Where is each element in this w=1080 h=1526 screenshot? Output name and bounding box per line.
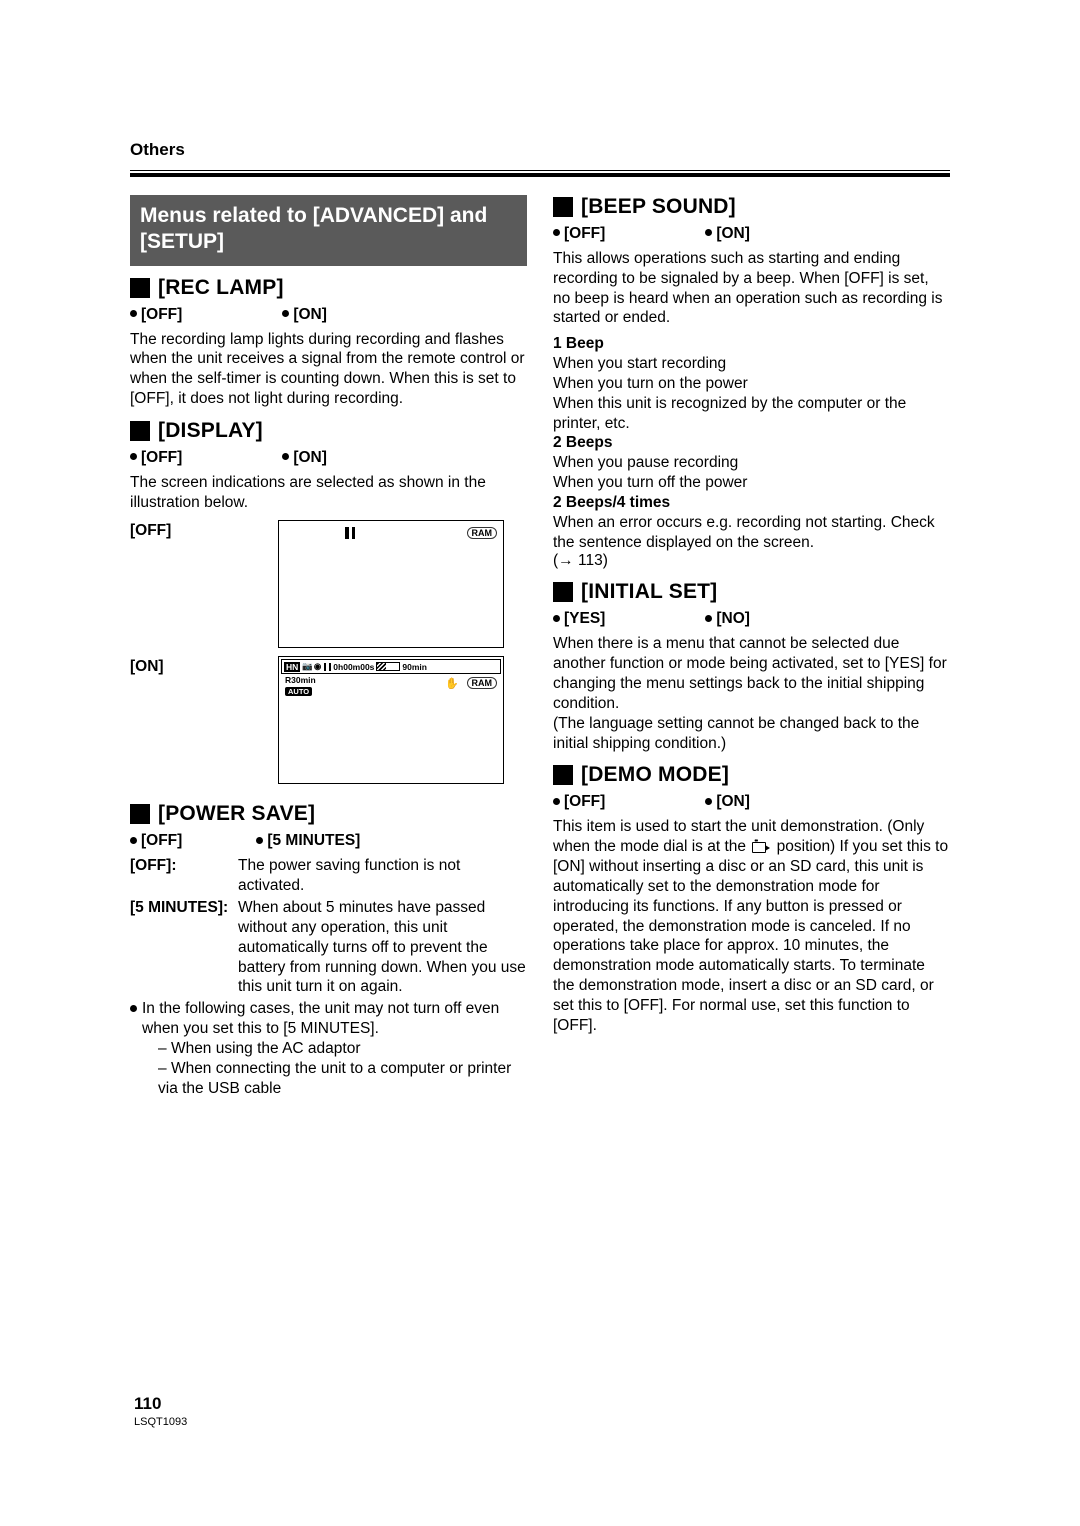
time-indicator: 0h00m00s xyxy=(333,662,374,672)
chapter-label: Others xyxy=(130,140,950,160)
r30-indicator: R30min xyxy=(285,675,316,685)
option-no: [NO] xyxy=(705,610,750,628)
beep-1b: When you turn on the power xyxy=(553,374,950,394)
beep-options: [OFF] [ON] xyxy=(553,225,950,243)
square-bullet-icon xyxy=(553,765,573,785)
horizontal-rule xyxy=(130,170,950,177)
page-number: 110 xyxy=(134,1394,187,1414)
beep-1a: When you start recording xyxy=(553,354,950,374)
ps-note-1: When using the AC adaptor xyxy=(158,1039,527,1059)
ps-note-2: When connecting the unit to a computer o… xyxy=(158,1059,527,1099)
power-save-label: [POWER SAVE] xyxy=(158,802,315,826)
steady-icon: ✋ xyxy=(445,677,459,690)
square-bullet-icon xyxy=(553,197,573,217)
ram-badge-icon: RAM xyxy=(467,677,498,689)
rec-lamp-heading: [REC LAMP] xyxy=(130,276,527,300)
square-bullet-icon xyxy=(130,278,150,298)
option-off: [OFF] xyxy=(130,449,182,467)
demo-body: This item is used to start the unit demo… xyxy=(553,817,950,1035)
remaining-indicator: 90min xyxy=(402,662,427,672)
square-bullet-icon xyxy=(553,582,573,602)
ps-key-off: [OFF]: xyxy=(130,856,238,896)
option-off: [OFF] xyxy=(553,225,605,243)
ps-val-5min: When about 5 minutes have passed without… xyxy=(238,898,527,997)
beep-heading: [BEEP SOUND] xyxy=(553,195,950,219)
option-off: [OFF] xyxy=(553,793,605,811)
demo-body-b: position) If you set this to [ON] withou… xyxy=(553,838,948,1033)
initial-heading: [INITIAL SET] xyxy=(553,580,950,604)
option-on: [ON] xyxy=(282,449,327,467)
display-off-screen: RAM xyxy=(278,520,504,648)
option-on: [ON] xyxy=(705,225,750,243)
initial-p2: (The language setting cannot be changed … xyxy=(553,714,950,754)
hn-indicator-icon: HN xyxy=(284,662,300,672)
beep-1-head: 1 Beep xyxy=(553,334,950,354)
beep-2a: When you pause recording xyxy=(553,453,950,473)
power-save-notes: In the following cases, the unit may not… xyxy=(130,999,527,1098)
beep-3-head: 2 Beeps/4 times xyxy=(553,493,950,513)
demo-label: [DEMO MODE] xyxy=(581,763,729,787)
title-box: Menus related to [ADVANCED] and [SETUP] xyxy=(130,195,527,266)
display-on-screen: HN 📷 ◉ 0h00m00s 90min R30min AUTO ✋ RAM xyxy=(278,656,504,784)
option-off: [OFF] xyxy=(130,306,182,324)
on-screen-top-bar: HN 📷 ◉ 0h00m00s 90min xyxy=(281,659,501,674)
option-on: [ON] xyxy=(282,306,327,324)
display-off-label: [OFF] xyxy=(130,520,204,540)
ps-val-off: The power saving function is not activat… xyxy=(238,856,527,896)
beep-2-head: 2 Beeps xyxy=(553,433,950,453)
power-save-table: [OFF]: The power saving function is not … xyxy=(130,856,527,997)
right-column: [BEEP SOUND] [OFF] [ON] This allows oper… xyxy=(553,195,950,1098)
left-column: Menus related to [ADVANCED] and [SETUP] … xyxy=(130,195,527,1098)
beep-3a: When an error occurs e.g. recording not … xyxy=(553,513,950,553)
display-intro: The screen indications are selected as s… xyxy=(130,473,527,513)
rec-lamp-label: [REC LAMP] xyxy=(158,276,284,300)
ps-key-5min: [5 MINUTES]: xyxy=(130,898,238,997)
beep-ref-page: 113 xyxy=(578,552,603,569)
option-on: [ON] xyxy=(705,793,750,811)
option-yes: [YES] xyxy=(553,610,605,628)
page-footer: 110 LSQT1093 xyxy=(134,1394,187,1428)
ram-badge-icon: RAM xyxy=(467,527,498,539)
display-off-row: [OFF] RAM xyxy=(130,520,527,648)
option-off: [OFF] xyxy=(130,832,182,850)
display-options: [OFF] [ON] xyxy=(130,449,527,467)
auto-indicator-icon: AUTO xyxy=(285,687,312,696)
demo-heading: [DEMO MODE] xyxy=(553,763,950,787)
hand-icon: 📷 xyxy=(302,661,313,672)
video-camera-icon: •• xyxy=(752,841,770,853)
power-save-heading: [POWER SAVE] xyxy=(130,802,527,826)
beep-2b: When you turn off the power xyxy=(553,473,950,493)
rec-lamp-body: The recording lamp lights during recordi… xyxy=(130,330,527,409)
pause-icon xyxy=(324,663,331,671)
pause-icon xyxy=(345,527,355,539)
display-label: [DISPLAY] xyxy=(158,419,263,443)
beep-1c: When this unit is recognized by the comp… xyxy=(553,394,950,434)
square-bullet-icon xyxy=(130,804,150,824)
disc-icon: ◉ xyxy=(314,661,321,672)
beep-label: [BEEP SOUND] xyxy=(581,195,736,219)
beep-intro: This allows operations such as starting … xyxy=(553,249,950,328)
demo-options: [OFF] [ON] xyxy=(553,793,950,811)
display-on-label: [ON] xyxy=(130,656,204,676)
rec-lamp-options: [OFF] [ON] xyxy=(130,306,527,324)
power-save-options: [OFF] [5 MINUTES] xyxy=(130,832,527,850)
display-on-row: [ON] HN 📷 ◉ 0h00m00s 90min R30min AUTO ✋… xyxy=(130,656,527,784)
beep-ref: (113) xyxy=(553,552,950,570)
initial-options: [YES] [NO] xyxy=(553,610,950,628)
ps-note-lead: In the following cases, the unit may not… xyxy=(142,1000,499,1037)
battery-icon xyxy=(376,662,400,671)
doc-id: LSQT1093 xyxy=(134,1416,187,1428)
initial-p1: When there is a menu that cannot be sele… xyxy=(553,634,950,713)
display-heading: [DISPLAY] xyxy=(130,419,527,443)
initial-label: [INITIAL SET] xyxy=(581,580,717,604)
option-5min: [5 MINUTES] xyxy=(256,832,360,850)
square-bullet-icon xyxy=(130,421,150,441)
